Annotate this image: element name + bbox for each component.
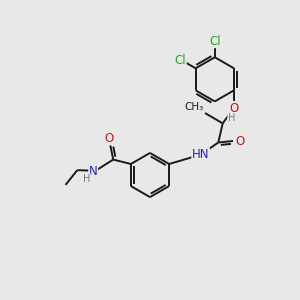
Text: CH₃: CH₃ [184, 102, 203, 112]
Text: O: O [229, 101, 239, 115]
Text: N: N [89, 165, 98, 178]
Text: O: O [104, 132, 113, 145]
Text: Cl: Cl [209, 34, 220, 48]
Text: O: O [235, 134, 244, 148]
Text: H: H [83, 174, 90, 184]
Text: H: H [228, 113, 235, 123]
Text: HN: HN [192, 148, 209, 161]
Text: Cl: Cl [175, 53, 186, 67]
